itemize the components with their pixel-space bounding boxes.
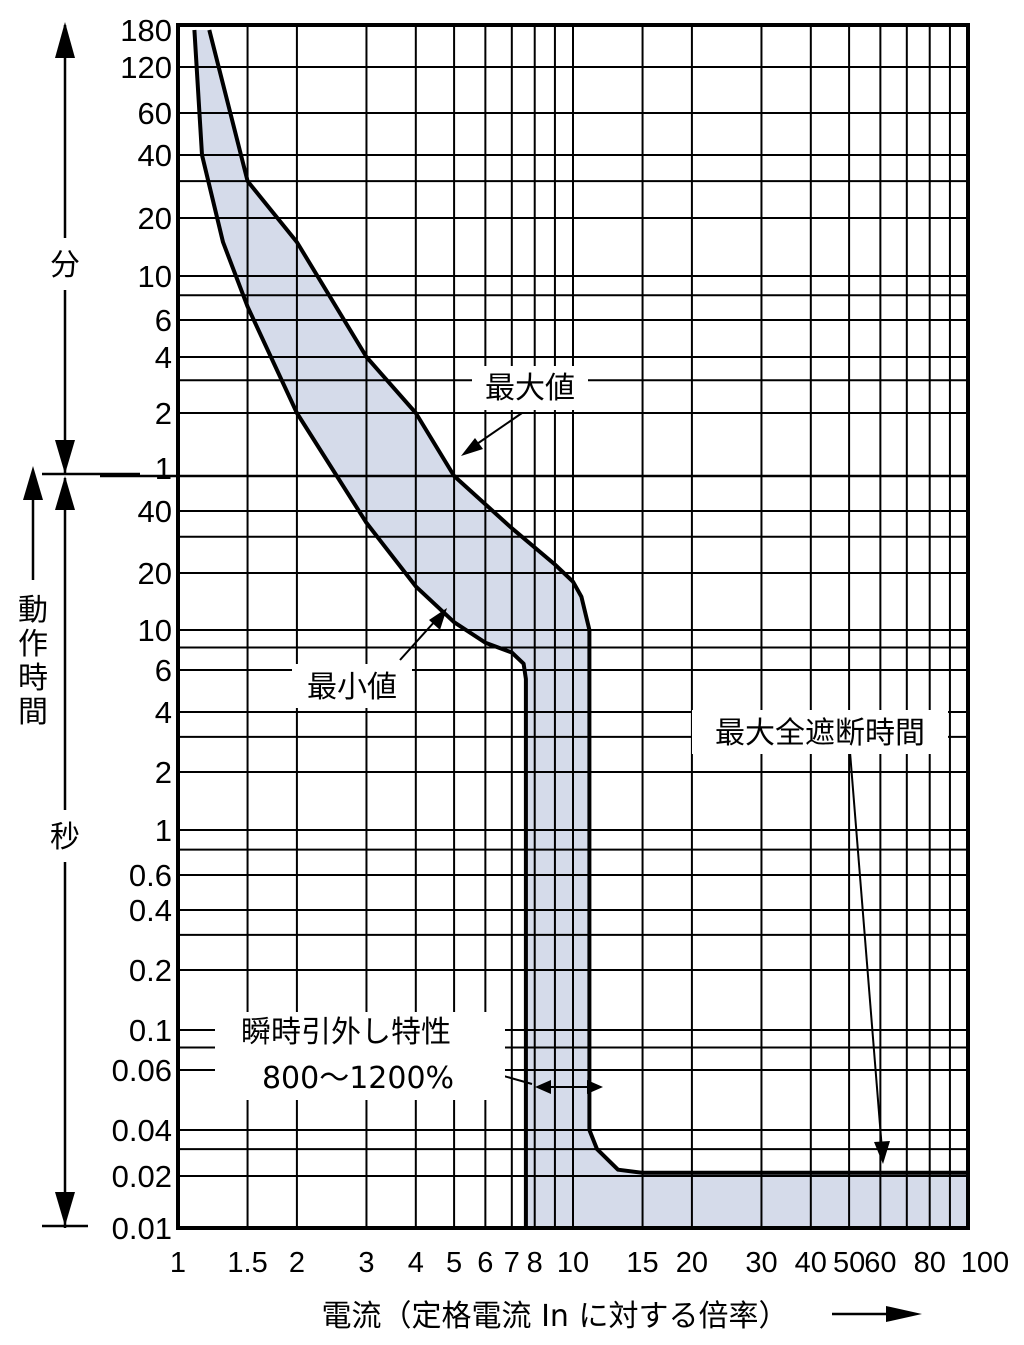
x-tick-label: 40 xyxy=(795,1247,827,1279)
x-tick-label: 100 xyxy=(961,1247,1009,1279)
x-tick-label: 60 xyxy=(864,1247,896,1279)
y-tick-label: 6 xyxy=(155,303,172,338)
y-tick-label: 0.1 xyxy=(129,1013,172,1048)
x-tick-label: 7 xyxy=(504,1247,520,1279)
max-interrupt-label: 最大全遮断時間 xyxy=(715,716,925,751)
max-curve xyxy=(207,29,968,1175)
x-tick-label: 1 xyxy=(170,1247,186,1279)
y-axis-label-char: 動 xyxy=(18,593,48,628)
annotation-label-backgrounds xyxy=(40,238,948,1100)
y-tick-label: 0.01 xyxy=(112,1211,172,1246)
y-tick-label: 10 xyxy=(138,259,172,294)
x-tick-label: 15 xyxy=(626,1247,658,1279)
y-tick-label: 2 xyxy=(155,755,172,790)
y-tick-label: 6 xyxy=(155,653,172,688)
instant-trip-label: 瞬時引外し特性 xyxy=(241,1015,451,1050)
y-tick-label: 20 xyxy=(138,201,172,236)
y-tick-label: 60 xyxy=(138,96,172,131)
x-tick-label: 3 xyxy=(358,1247,374,1279)
x-tick-label: 5 xyxy=(446,1247,462,1279)
y-tick-label: 4 xyxy=(155,695,172,730)
y-tick-label: 0.4 xyxy=(129,893,172,928)
unit-minutes-label: 分 xyxy=(50,248,80,283)
y-tick-label: 0.06 xyxy=(112,1053,172,1088)
x-tick-label: 30 xyxy=(745,1247,777,1279)
x-axis-arrow xyxy=(832,1306,922,1322)
y-tick-label: 180 xyxy=(120,13,172,48)
y-tick-label: 2 xyxy=(155,396,172,431)
y-axis-label-char: 作 xyxy=(18,627,48,662)
y-tick-label: 4 xyxy=(155,340,172,375)
min-curve xyxy=(192,29,528,1228)
plot-frame xyxy=(176,23,970,1230)
x-tick-label: 6 xyxy=(477,1247,493,1279)
x-tick-label: 4 xyxy=(408,1247,424,1279)
x-tick-labels: 1 1.5 2 3 4 5 6 7 8 10 15 20 30 40 50 60 80 100 xyxy=(170,1247,1009,1279)
y-axis-label: 動作時間 xyxy=(18,593,48,730)
x-tick-label: 50 xyxy=(833,1247,865,1279)
y-axis-label-char: 時 xyxy=(18,661,48,696)
y-tick-label: 0.04 xyxy=(112,1113,172,1148)
x-tick-label: 2 xyxy=(289,1247,305,1279)
instant-trip-range-label: 800〜1200% xyxy=(262,1061,454,1096)
min-label: 最小値 xyxy=(307,670,397,705)
x-axis-label: 電流（定格電流 In に対する倍率） xyxy=(322,1299,789,1334)
y-tick-label: 1 xyxy=(155,813,172,848)
y-tick-label: 120 xyxy=(120,50,172,85)
y-tick-label: 40 xyxy=(138,138,172,173)
x-tick-label: 80 xyxy=(914,1247,946,1279)
y-tick-label: 20 xyxy=(138,556,172,591)
y-tick-label: 10 xyxy=(138,613,172,648)
y-axis-label-char: 間 xyxy=(18,695,48,730)
x-tick-label: 20 xyxy=(676,1247,708,1279)
bracket-arrowheads xyxy=(23,22,75,1226)
y-tick-label: 1 xyxy=(155,451,172,486)
max-label: 最大値 xyxy=(485,371,575,406)
y-tick-label: 40 xyxy=(138,494,172,529)
x-tick-label: 10 xyxy=(557,1247,589,1279)
x-tick-label: 8 xyxy=(527,1247,543,1279)
y-tick-labels: 18012060402010642140201064210.60.40.20.1… xyxy=(112,13,172,1246)
y-tick-label: 0.6 xyxy=(129,858,172,893)
y-tick-label: 0.02 xyxy=(112,1159,172,1194)
x-tick-label: 1.5 xyxy=(227,1247,267,1279)
y-tick-label: 0.2 xyxy=(129,953,172,988)
unit-seconds-label: 秒 xyxy=(50,820,80,855)
